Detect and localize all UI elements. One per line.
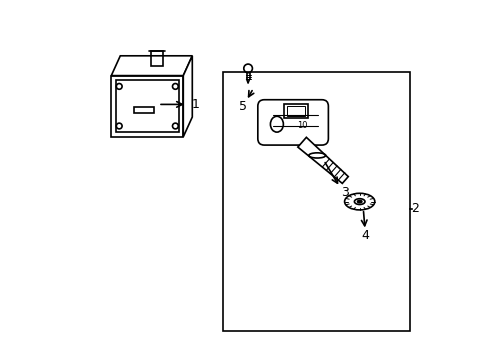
Text: 2: 2 <box>411 202 419 215</box>
Bar <box>223 72 409 331</box>
Bar <box>115 80 179 132</box>
Polygon shape <box>183 56 192 137</box>
Bar <box>284 104 307 118</box>
Bar <box>134 107 153 113</box>
Polygon shape <box>111 56 192 76</box>
Polygon shape <box>297 137 347 183</box>
Text: 1: 1 <box>192 98 200 111</box>
Bar <box>151 51 163 66</box>
Bar <box>286 106 305 116</box>
Text: 4: 4 <box>361 229 368 242</box>
Ellipse shape <box>357 201 361 203</box>
FancyBboxPatch shape <box>257 100 328 145</box>
Text: 10: 10 <box>296 121 307 130</box>
Text: 3: 3 <box>341 186 348 199</box>
Polygon shape <box>111 76 183 137</box>
Text: 5: 5 <box>238 100 246 113</box>
